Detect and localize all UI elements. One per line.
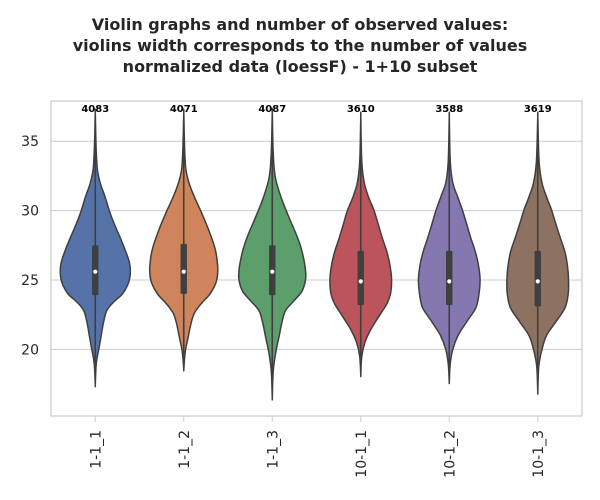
- chart-title-line-1: Violin graphs and number of observed val…: [91, 15, 509, 34]
- violin-1-1_3: [237, 107, 307, 401]
- y-axis: 20 25 30 35: [21, 134, 39, 358]
- y-tick-label: 35: [21, 134, 39, 150]
- count-labels: 4083 4071 4087 3610 3588 3619: [81, 104, 551, 115]
- chart-title-line-3: normalized data (loessF) - 1+10 subset: [122, 57, 478, 76]
- violin-iqr-box: [180, 243, 187, 294]
- violin-iqr-box: [446, 250, 453, 305]
- violin-median: [93, 269, 98, 274]
- violin-median: [181, 269, 186, 274]
- chart-title: Violin graphs and number of observed val…: [0, 14, 600, 77]
- violin-median: [447, 279, 452, 284]
- y-tick-label: 30: [21, 204, 39, 220]
- violin-median: [358, 279, 363, 284]
- violin-iqr-box: [534, 250, 541, 307]
- violin-1-1_1: [59, 108, 132, 388]
- x-tick-label: 10-1_3: [531, 430, 547, 478]
- count-label: 3610: [347, 104, 375, 115]
- chart-title-line-2: violins width corresponds to the number …: [72, 36, 528, 55]
- y-tick-label: 20: [21, 342, 39, 358]
- violin-iqr-box: [357, 250, 364, 305]
- x-tick-label: 1-1_3: [265, 430, 281, 469]
- grid: [51, 140, 582, 350]
- violin-10-1_1: [329, 111, 393, 378]
- violin-1-1_2: [148, 108, 219, 372]
- x-tick-label: 1-1_1: [88, 430, 104, 469]
- count-label: 3619: [524, 104, 552, 115]
- violin-median: [270, 269, 275, 274]
- count-label: 3588: [435, 104, 463, 115]
- count-label: 4071: [170, 104, 198, 115]
- x-tick-label: 1-1_2: [177, 430, 193, 469]
- y-tick-label: 25: [21, 273, 39, 289]
- x-tick-label: 10-1_1: [354, 430, 370, 478]
- violin-10-1_2: [417, 111, 481, 385]
- violin-10-1_3: [506, 111, 570, 395]
- violin-median: [535, 279, 540, 284]
- violins: [59, 107, 570, 401]
- x-tick-label: 10-1_2: [442, 430, 458, 478]
- plot-frame: [50, 100, 583, 417]
- count-label: 4087: [258, 104, 286, 115]
- count-label: 4083: [81, 104, 109, 115]
- x-axis: 1-1_1 1-1_2 1-1_3 10-1_1 10-1_2 10-1_3: [88, 416, 547, 478]
